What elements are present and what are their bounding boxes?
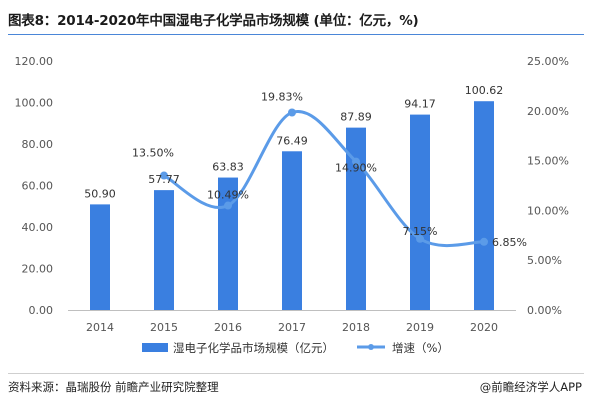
growth-point xyxy=(224,201,232,210)
bar-value-label: 76.49 xyxy=(276,134,308,147)
bar xyxy=(474,101,494,310)
bar xyxy=(90,204,110,310)
growth-point xyxy=(288,108,296,117)
y-left-tick-label: 100.00 xyxy=(15,97,54,110)
chart-title: 图表8：2014-2020年中国湿电子化学品市场规模 (单位：亿元，%) xyxy=(8,13,419,29)
bar xyxy=(282,151,302,310)
x-tick-label: 2014 xyxy=(86,321,114,334)
x-tick-label: 2020 xyxy=(470,321,498,334)
x-tick-label: 2015 xyxy=(150,321,178,334)
growth-value-label: 7.15% xyxy=(403,225,438,238)
title-divider xyxy=(8,34,584,35)
bar xyxy=(218,177,238,310)
legend: 湿电子化学品市场规模（亿元） 增速（%） xyxy=(142,341,449,355)
y-right-tick-label: 10.00% xyxy=(527,204,569,217)
y-left-tick-label: 20.00 xyxy=(22,263,54,276)
legend-line-marker xyxy=(368,344,374,350)
brand-credit: @前瞻经济学人APP xyxy=(479,380,582,394)
y-right-tick-label: 25.00% xyxy=(527,55,569,68)
growth-point xyxy=(352,157,360,166)
x-tick-label: 2016 xyxy=(214,321,242,334)
growth-value-label: 19.83% xyxy=(261,90,303,103)
y-left-tick-label: 120.00 xyxy=(15,55,54,68)
growth-point xyxy=(480,237,488,246)
y-left-tick-label: 60.00 xyxy=(22,180,54,193)
footer-divider xyxy=(8,373,584,374)
legend-line-label: 增速（%） xyxy=(392,341,449,355)
bar xyxy=(410,114,430,310)
bar-value-label: 57.77 xyxy=(148,173,180,186)
x-tick-label: 2017 xyxy=(278,321,306,334)
bar-value-label: 100.62 xyxy=(465,84,504,97)
growth-point xyxy=(416,234,424,243)
y-left-tick-label: 80.00 xyxy=(22,138,54,151)
bar xyxy=(154,190,174,310)
growth-value-label: 13.50% xyxy=(132,147,174,160)
growth-value-label: 14.90% xyxy=(335,162,377,175)
y-left-tick-label: 0.00 xyxy=(29,304,54,317)
bar xyxy=(346,127,366,310)
growth-point xyxy=(160,171,168,180)
x-tick-label: 2018 xyxy=(342,321,370,334)
y-right-tick-label: 0.00% xyxy=(527,304,562,317)
bar-value-label: 63.83 xyxy=(212,161,244,174)
source-note: 资料来源：晶瑞股份 前瞻产业研究院整理 xyxy=(8,380,219,394)
chart: 0.00 20.00 40.00 60.00 80.00 100.00 120.00 0.00… xyxy=(15,55,569,355)
y-right-tick-label: 15.00% xyxy=(527,155,569,168)
growth-value-label: 6.85% xyxy=(492,236,527,249)
bar-value-label: 87.89 xyxy=(340,111,372,124)
bar-value-label: 50.90 xyxy=(84,187,116,200)
legend-bar-swatch xyxy=(142,343,168,352)
growth-value-label: 10.49% xyxy=(207,189,249,202)
y-right-tick-label: 20.00% xyxy=(527,105,569,118)
y-right-tick-label: 5.00% xyxy=(527,254,562,267)
y-left-tick-label: 40.00 xyxy=(22,221,54,234)
bar-value-label: 94.17 xyxy=(404,98,436,111)
x-tick-label: 2019 xyxy=(406,321,434,334)
legend-bar-label: 湿电子化学品市场规模（亿元） xyxy=(173,341,334,355)
